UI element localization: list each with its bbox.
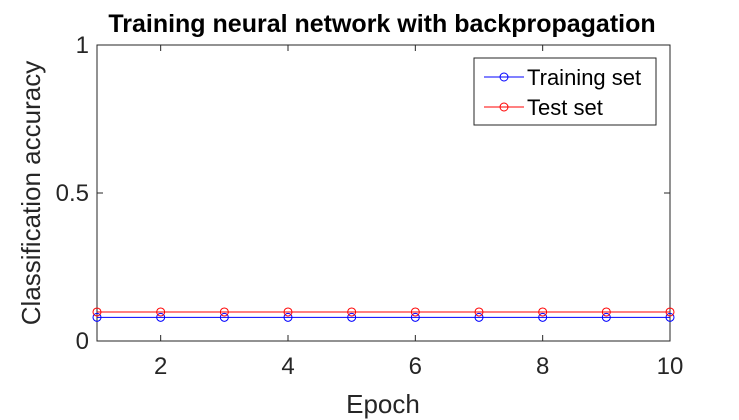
- data-point: [538, 312, 548, 322]
- data-point: [219, 307, 229, 317]
- y-axis-label: Classification accuracy: [16, 61, 46, 325]
- data-point: [92, 312, 102, 322]
- y-tick-label: 1: [76, 32, 89, 59]
- data-point: [347, 312, 357, 322]
- data-point: [474, 307, 484, 317]
- x-tick-label: 6: [409, 353, 422, 380]
- data-point: [283, 312, 293, 322]
- x-tick-label: 10: [657, 353, 684, 380]
- data-point: [538, 307, 548, 317]
- chart-title: Training neural network with backpropaga…: [108, 10, 655, 38]
- series-layer: [92, 307, 675, 322]
- series-test: [92, 307, 675, 317]
- x-tick-label: 8: [536, 353, 549, 380]
- x-tick-label: 2: [154, 353, 167, 380]
- legend-label: Test set: [527, 95, 603, 120]
- data-point: [601, 312, 611, 322]
- axis-ticks: 2 4 6 8 10 0 0.5 1: [56, 32, 684, 380]
- y-tick-label: 0: [76, 328, 89, 355]
- legend-box: [473, 57, 657, 126]
- data-point: [410, 307, 420, 317]
- series-training: [92, 312, 675, 322]
- data-point: [665, 307, 675, 317]
- legend-label: Training set: [527, 65, 641, 90]
- legend-marker: [499, 72, 509, 82]
- data-point: [665, 312, 675, 322]
- data-point: [347, 307, 357, 317]
- legend: Training set Test set: [473, 57, 657, 126]
- y-tick-label: 0.5: [56, 180, 89, 207]
- data-point: [474, 312, 484, 322]
- data-point: [283, 307, 293, 317]
- data-point: [92, 307, 102, 317]
- x-axis-label: Epoch: [346, 389, 420, 419]
- x-tick-label: 4: [281, 353, 294, 380]
- data-point: [410, 312, 420, 322]
- data-point: [601, 307, 611, 317]
- data-point: [156, 312, 166, 322]
- legend-marker: [499, 102, 509, 112]
- data-point: [156, 307, 166, 317]
- data-point: [219, 312, 229, 322]
